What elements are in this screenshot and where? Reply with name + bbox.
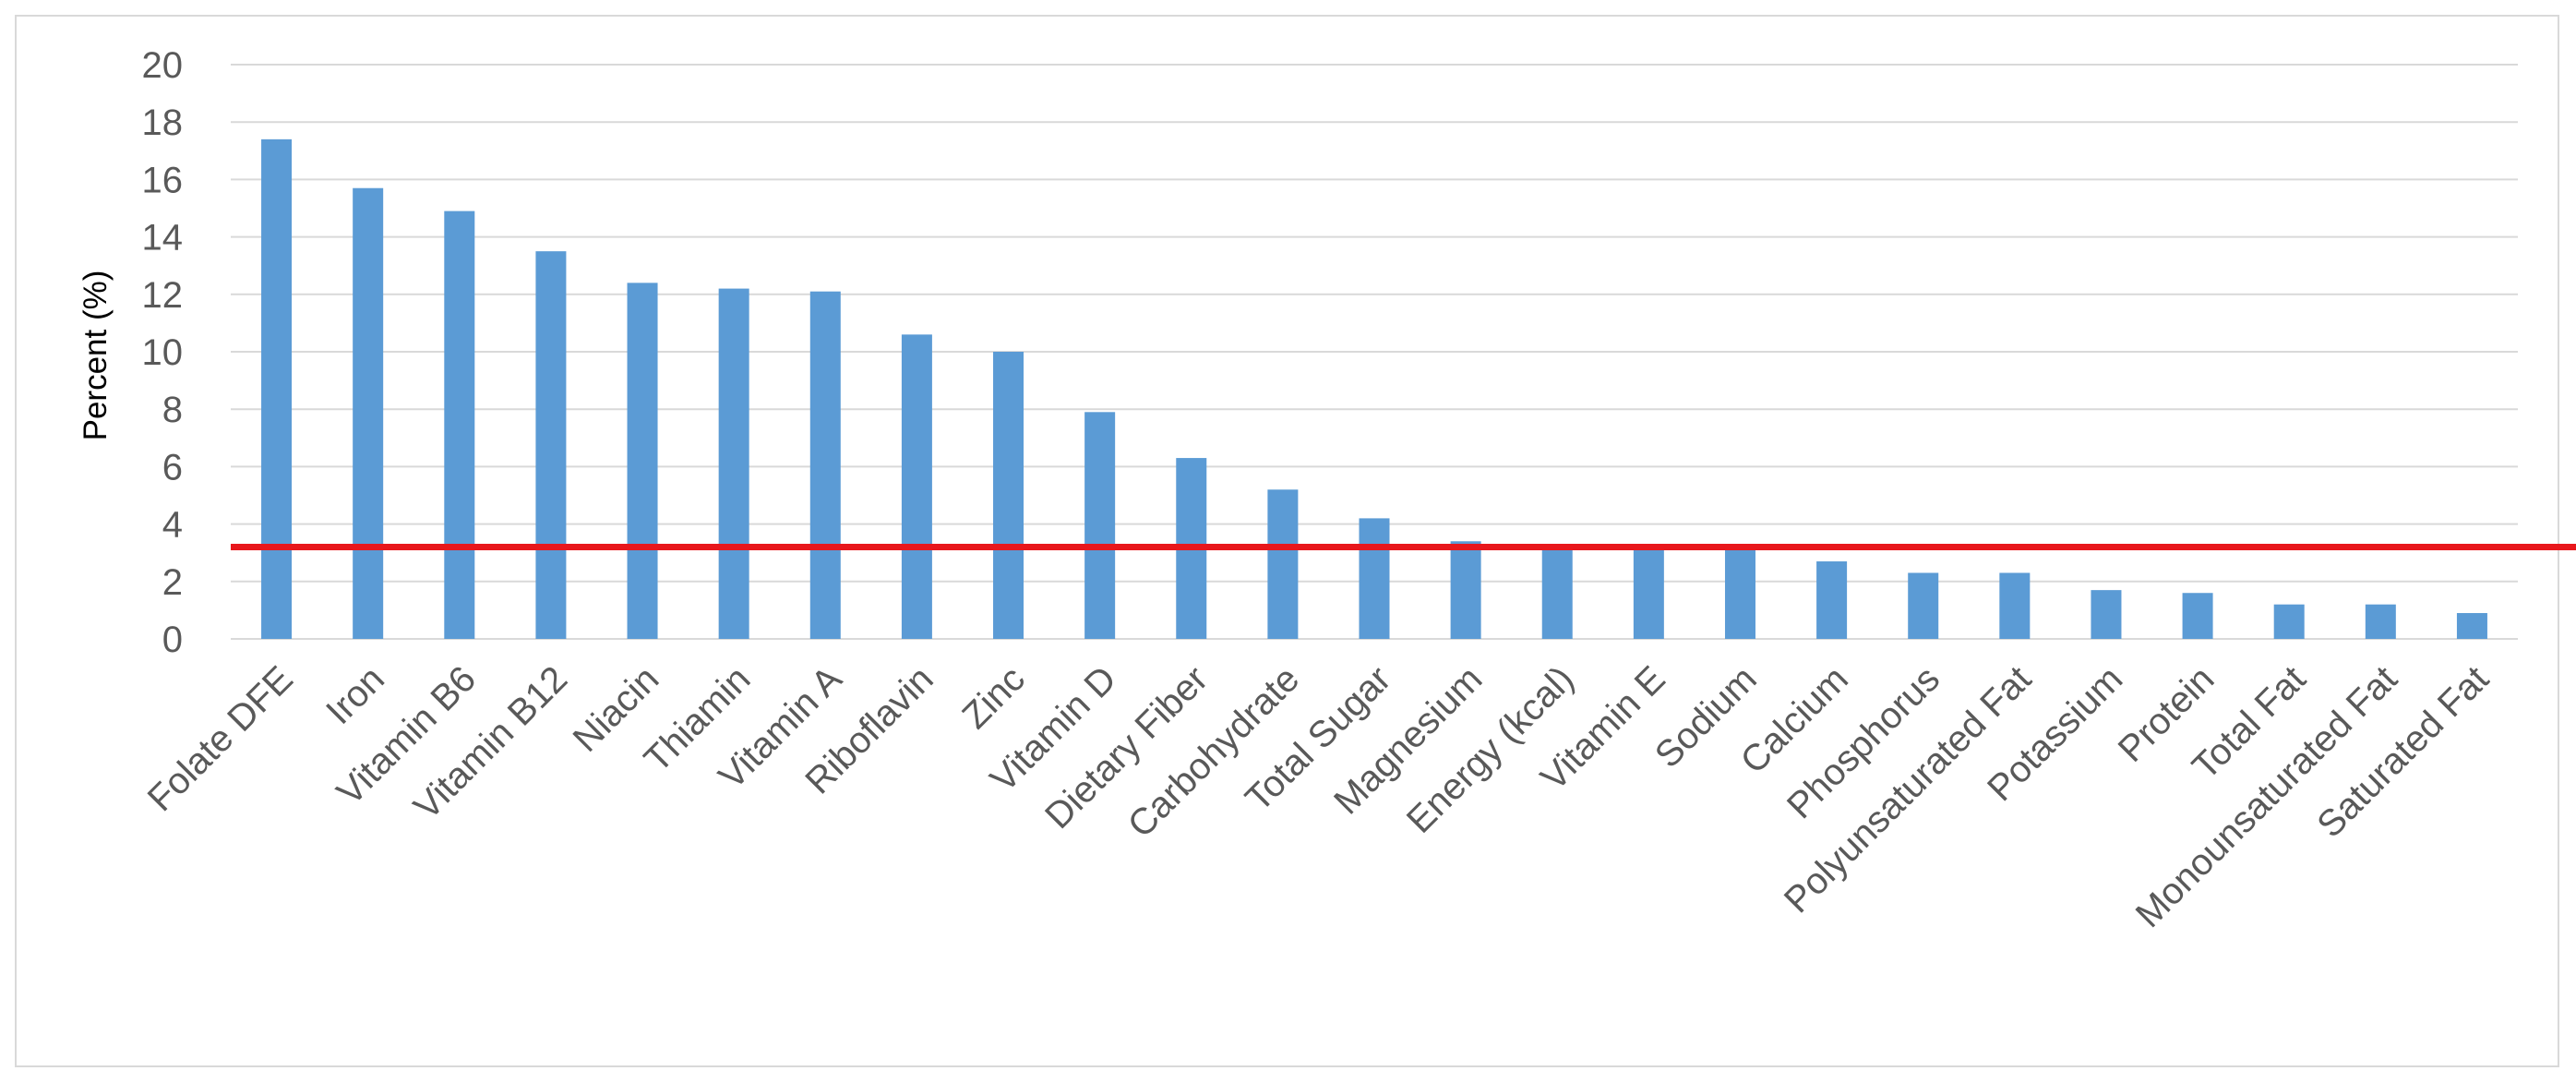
bar: [1633, 547, 1664, 639]
bar: [2365, 604, 2396, 639]
bar: [1359, 518, 1390, 639]
gridlines: [231, 64, 2518, 640]
bar: [1541, 547, 1573, 639]
bar: [1999, 572, 2031, 639]
y-tick-label: 10: [142, 332, 184, 373]
bar: [261, 138, 293, 640]
y-tick-label: 0: [162, 620, 183, 660]
bar: [993, 352, 1024, 639]
bars: [261, 138, 2487, 640]
bar: [2182, 593, 2213, 639]
bar: [1724, 549, 1755, 639]
bar: [2273, 604, 2305, 639]
x-tick-label: Folate DFE: [140, 658, 301, 819]
y-tick-label: 2: [162, 562, 183, 603]
bar: [353, 187, 384, 640]
y-tick-labels: 0 2 4 6 8 10 12 14 16 18 20: [142, 45, 184, 660]
y-tick-label: 8: [162, 390, 183, 430]
bar: [1450, 541, 1481, 639]
bar: [2456, 613, 2487, 639]
y-tick-label: 18: [142, 102, 184, 143]
bar: [535, 251, 567, 639]
x-tick-label: Iron: [318, 658, 392, 732]
x-tick-label: Zinc: [954, 658, 1033, 737]
y-tick-label: 16: [142, 160, 184, 200]
bar: [627, 283, 658, 639]
bar: [1816, 561, 1848, 639]
bar: [718, 288, 749, 639]
y-tick-label: 20: [142, 45, 184, 86]
y-tick-label: 12: [142, 275, 184, 316]
bar: [1084, 412, 1116, 639]
bar: [901, 334, 932, 639]
y-tick-label: 4: [162, 505, 183, 546]
y-tick-label: 14: [142, 218, 184, 259]
bar: [1908, 572, 1939, 639]
bar: [444, 211, 475, 640]
bar: [809, 291, 841, 639]
y-tick-label: 6: [162, 447, 183, 487]
bar: [1267, 489, 1299, 639]
y-axis-title: Percent (%): [78, 271, 114, 441]
bar: [2091, 590, 2122, 639]
